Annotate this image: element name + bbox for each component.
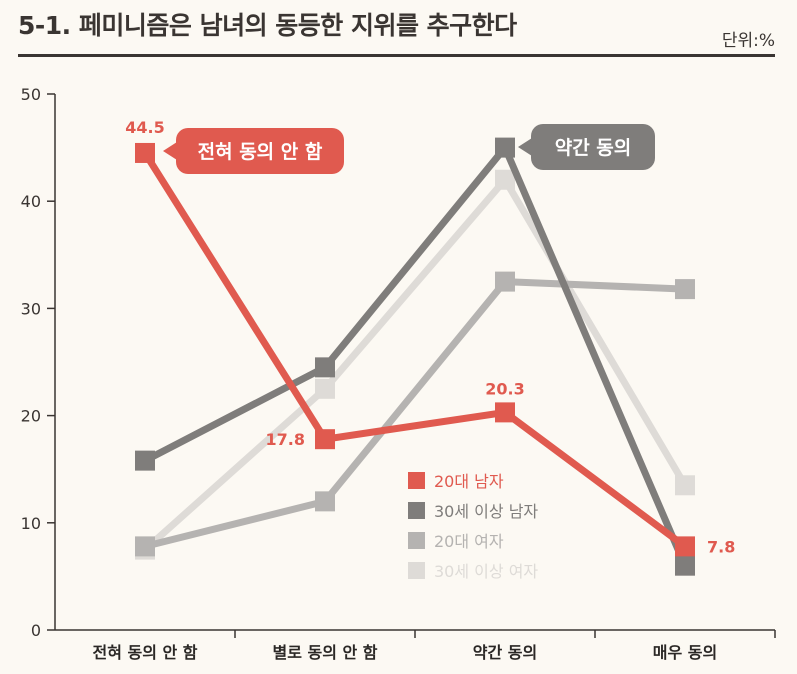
callout-label: 전혀 동의 안 함 xyxy=(198,141,323,163)
legend-swatch xyxy=(408,502,425,519)
data-point xyxy=(315,429,335,450)
data-point xyxy=(315,491,335,512)
data-point xyxy=(495,402,515,423)
y-tick-label: 20 xyxy=(21,407,41,426)
data-point xyxy=(135,536,155,557)
data-point xyxy=(135,450,155,471)
y-tick-label: 10 xyxy=(21,514,41,533)
data-label: 44.5 xyxy=(125,118,164,137)
data-point xyxy=(495,271,515,292)
unit-label: 단위:% xyxy=(721,31,775,51)
data-point xyxy=(495,137,515,158)
chart-title: 5-1. 페미니즘은 남녀의 동등한 지위를 추구한다 xyxy=(18,11,517,40)
y-tick-label: 30 xyxy=(21,299,41,318)
callout-box xyxy=(176,128,344,174)
series-line xyxy=(142,151,688,550)
data-point xyxy=(675,475,695,496)
x-tick-label: 전혀 동의 안 함 xyxy=(92,643,197,662)
legend-label: 30세 이상 남자 xyxy=(434,502,538,521)
data-point xyxy=(495,169,515,190)
legend-label: 20대 남자 xyxy=(434,472,504,491)
data-label: 17.8 xyxy=(266,430,305,449)
x-tick-label: 약간 동의 xyxy=(473,643,537,662)
legend-swatch xyxy=(408,472,425,489)
x-tick-label: 매우 동의 xyxy=(653,643,717,662)
callout-label: 약간 동의 xyxy=(555,137,632,159)
y-tick-label: 40 xyxy=(21,192,41,211)
data-label: 7.8 xyxy=(707,537,735,556)
data-point xyxy=(315,357,335,378)
data-point xyxy=(675,555,695,576)
legend-swatch xyxy=(408,532,425,549)
data-label: 20.3 xyxy=(485,379,524,398)
title-rule xyxy=(18,54,775,57)
callout-pointer xyxy=(163,142,177,160)
legend-label: 30세 이상 여자 xyxy=(434,562,538,581)
callout-pointer xyxy=(518,138,532,156)
y-tick-label: 50 xyxy=(21,85,41,104)
legend-swatch xyxy=(408,562,425,579)
callout-box xyxy=(531,124,655,170)
x-tick-label: 별로 동의 안 함 xyxy=(272,643,377,662)
series-line xyxy=(143,140,689,568)
data-point xyxy=(675,279,695,300)
data-point xyxy=(675,536,695,557)
data-point xyxy=(315,378,335,399)
data-point xyxy=(135,142,155,163)
series-line xyxy=(142,173,689,553)
series-line xyxy=(144,278,686,550)
legend-label: 20대 여자 xyxy=(434,532,504,551)
y-tick-label: 0 xyxy=(31,621,41,640)
